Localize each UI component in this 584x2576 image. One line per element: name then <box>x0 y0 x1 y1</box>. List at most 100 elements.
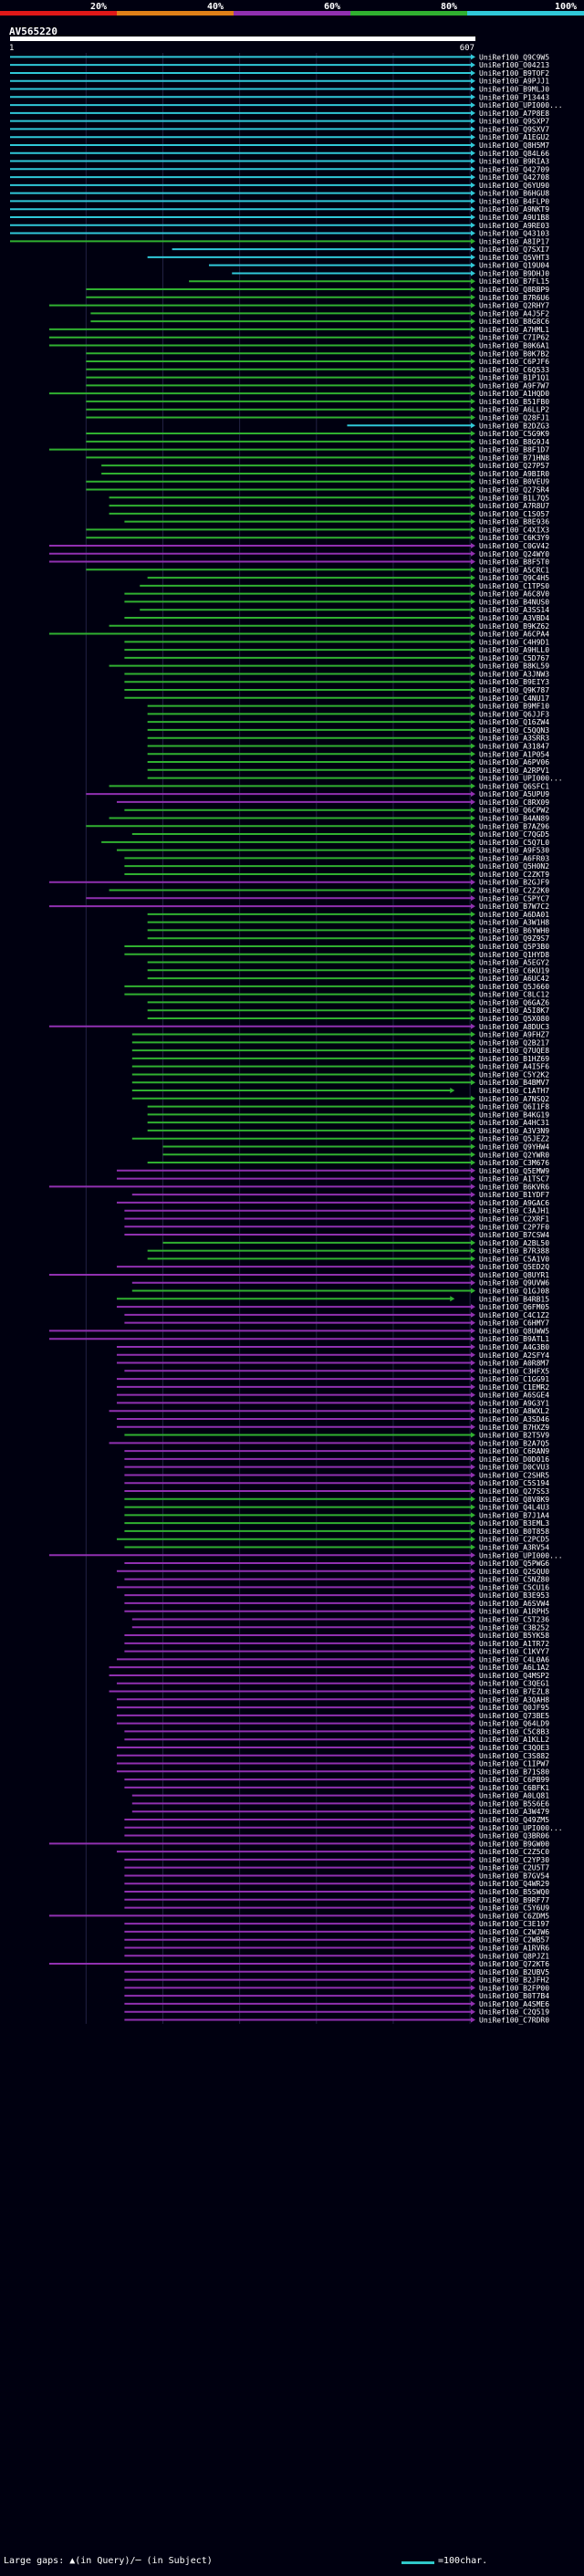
hit-label[interactable]: UniRef100_B7GV54 <box>479 1872 549 1880</box>
hit-label[interactable]: UniRef100_A9FHZ7 <box>479 1031 549 1039</box>
hit-row[interactable]: UniRef100_C8LC12 <box>124 991 549 999</box>
hit-row[interactable]: UniRef100_P13443 <box>10 93 549 101</box>
hit-row[interactable]: UniRef100_A4I5F6 <box>131 1063 549 1071</box>
hit-label[interactable]: UniRef100_A6DA01 <box>479 911 549 919</box>
hit-row[interactable]: UniRef100_B7GV54 <box>124 1872 549 1880</box>
hit-row[interactable]: UniRef100_C2Z5C0 <box>116 1848 549 1856</box>
hit-row[interactable]: UniRef100_Q9YHW4 <box>162 1142 549 1151</box>
hit-row[interactable]: UniRef100_A9F7W7 <box>86 381 549 390</box>
hit-row[interactable]: UniRef100_A9F530 <box>116 847 549 855</box>
hit-label[interactable]: UniRef100_Q73BE5 <box>479 1712 549 1720</box>
hit-row[interactable]: UniRef100_Q6YU90 <box>10 182 549 190</box>
hit-label[interactable]: UniRef100_B7W7C2 <box>479 902 549 911</box>
hit-label[interactable]: UniRef100_UPI000... <box>479 1551 563 1559</box>
hit-row[interactable]: UniRef100_Q19U04 <box>208 262 549 270</box>
hit-label[interactable]: UniRef100_B0K7B2 <box>479 349 549 358</box>
hit-label[interactable]: UniRef100_B9DHJ0 <box>479 269 549 277</box>
hit-label[interactable]: UniRef100_A8DUC3 <box>479 1023 549 1031</box>
hit-label[interactable]: UniRef100_C1GG91 <box>479 1375 549 1383</box>
hit-label[interactable]: UniRef100_B8KL59 <box>479 662 549 671</box>
hit-row[interactable]: UniRef100_B51FB0 <box>86 398 549 406</box>
hit-label[interactable]: UniRef100_Q8H5M7 <box>479 141 549 150</box>
hit-label[interactable]: UniRef100_B9RIA3 <box>479 158 549 166</box>
hit-row[interactable]: UniRef100_Q5P3B0 <box>124 943 549 951</box>
hit-label[interactable]: UniRef100_A6UC42 <box>479 975 549 983</box>
hit-row[interactable]: UniRef100_A6UC42 <box>147 975 550 983</box>
hit-row[interactable]: UniRef100_C5Y2K2 <box>131 1070 549 1079</box>
hit-label[interactable]: UniRef100_UPI000... <box>479 1824 563 1832</box>
hit-label[interactable]: UniRef100_A2BL50 <box>479 1239 549 1247</box>
hit-row[interactable]: UniRef100_A5UPU9 <box>86 790 549 798</box>
hit-label[interactable]: UniRef100_C3M676 <box>479 1159 549 1167</box>
hit-row[interactable]: UniRef100_Q24WY0 <box>48 550 549 558</box>
hit-row[interactable]: UniRef100_Q4WR29 <box>124 1880 549 1888</box>
hit-row[interactable]: UniRef100_A1HQD0 <box>48 390 549 398</box>
hit-row[interactable]: UniRef100_A9FHZ7 <box>131 1031 549 1039</box>
hit-row[interactable]: UniRef100_B9ATL1 <box>48 1335 549 1343</box>
hit-label[interactable]: UniRef100_C5QQN3 <box>479 726 549 735</box>
hit-label[interactable]: UniRef100_B4RB15 <box>479 1295 549 1303</box>
hit-row[interactable]: UniRef100_A9BIR0 <box>101 470 549 478</box>
hit-label[interactable]: UniRef100_P13443 <box>479 93 549 101</box>
hit-label[interactable]: UniRef100_A1KLL2 <box>479 1736 549 1744</box>
hit-label[interactable]: UniRef100_C5D767 <box>479 654 549 662</box>
hit-label[interactable]: UniRef100_Q2SQU0 <box>479 1568 549 1576</box>
hit-label[interactable]: UniRef100_B9MF10 <box>479 703 549 711</box>
hit-label[interactable]: UniRef100_C6ZDM5 <box>479 1912 549 1920</box>
hit-label[interactable]: UniRef100_A9RE03 <box>479 222 549 230</box>
hit-label[interactable]: UniRef100_B8F1D7 <box>479 446 549 454</box>
hit-label[interactable]: UniRef100_B8G8C6 <box>479 318 549 326</box>
hit-row[interactable]: UniRef100_Q5PWG6 <box>124 1559 549 1568</box>
hit-row[interactable]: UniRef100_C7RDR0 <box>124 2016 549 2024</box>
hit-label[interactable]: UniRef100_C6Q533 <box>479 366 549 374</box>
hit-row[interactable]: UniRef100_Q5VHT3 <box>147 254 550 262</box>
hit-label[interactable]: UniRef100_A6CPA4 <box>479 631 549 639</box>
hit-row[interactable]: UniRef100_C4NU17 <box>124 694 549 703</box>
hit-label[interactable]: UniRef100_Q5H0N2 <box>479 862 549 871</box>
hit-label[interactable]: UniRef100_Q1HYD8 <box>479 951 549 959</box>
hit-row[interactable]: UniRef100_A7NSQ2 <box>131 1095 549 1103</box>
hit-row[interactable]: UniRef100_B8E936 <box>124 518 549 527</box>
hit-row[interactable]: UniRef100_B71S80 <box>116 1768 549 1776</box>
hit-label[interactable]: UniRef100_C3AJH1 <box>479 1207 549 1215</box>
hit-row[interactable]: UniRef100_B3EML3 <box>124 1519 549 1528</box>
hit-row[interactable]: UniRef100_B5YK58 <box>124 1632 549 1640</box>
hit-label[interactable]: UniRef100_B71S80 <box>479 1768 549 1776</box>
hit-row[interactable]: UniRef100_C2XRF1 <box>124 1215 549 1223</box>
hit-label[interactable]: UniRef100_Q3BR06 <box>479 1832 549 1841</box>
hit-row[interactable]: UniRef100_Q1HYD8 <box>124 951 549 959</box>
hit-label[interactable]: UniRef100_Q2B217 <box>479 1038 549 1047</box>
hit-row[interactable]: UniRef100_B9RIA3 <box>10 158 549 166</box>
hit-label[interactable]: UniRef100_A3SRR3 <box>479 735 549 743</box>
hit-label[interactable]: UniRef100_B9RF77 <box>479 1896 549 1904</box>
hit-row[interactable]: UniRef100_A1KLL2 <box>124 1736 549 1744</box>
hit-row[interactable]: UniRef100_Q64LD9 <box>116 1720 549 1728</box>
hit-label[interactable]: UniRef100_A7P8E8 <box>479 110 549 118</box>
hit-row[interactable]: UniRef100_A6LLP2 <box>86 406 549 414</box>
hit-label[interactable]: UniRef100_A3SD46 <box>479 1415 549 1424</box>
hit-label[interactable]: UniRef100_C2P7F0 <box>479 1223 549 1231</box>
hit-label[interactable]: UniRef100_C6K3Y9 <box>479 534 549 542</box>
hit-row[interactable]: UniRef100_A4HC31 <box>147 1119 550 1127</box>
hit-row[interactable]: UniRef100_Q6SFC1 <box>109 782 550 790</box>
hit-row[interactable]: UniRef100_B9EIY3 <box>124 678 549 686</box>
hit-label[interactable]: UniRef100_Q9UVW6 <box>479 1279 549 1288</box>
hit-row[interactable]: UniRef100_B9DHJ0 <box>232 269 549 277</box>
hit-row[interactable]: UniRef100_C1ATH7 <box>131 1087 549 1095</box>
hit-label[interactable]: UniRef100_C2WJW6 <box>479 1928 549 1936</box>
hit-row[interactable]: UniRef100_C3HFX5 <box>124 1367 549 1375</box>
hit-row[interactable]: UniRef100_C5G9K9 <box>86 430 549 438</box>
hit-row[interactable]: UniRef100_A4J5F2 <box>90 309 549 318</box>
hit-row[interactable]: UniRef100_A3RV54 <box>124 1543 549 1551</box>
hit-row[interactable]: UniRef100_A1TSC7 <box>116 1175 549 1184</box>
hit-row[interactable]: UniRef100_Q9C4H5 <box>147 574 550 582</box>
hit-label[interactable]: UniRef100_C6HMY7 <box>479 1319 549 1328</box>
hit-row[interactable]: UniRef100_C1KVY7 <box>124 1648 549 1656</box>
hit-row[interactable]: UniRef100_B9GW00 <box>48 1840 549 1848</box>
hit-label[interactable]: UniRef100_C2ZKT9 <box>479 871 549 879</box>
hit-row[interactable]: UniRef100_B0T858 <box>124 1528 549 1536</box>
hit-row[interactable]: UniRef100_Q2B217 <box>131 1038 549 1047</box>
hit-label[interactable]: UniRef100_Q5J660 <box>479 983 549 991</box>
hit-label[interactable]: UniRef100_B4BMV7 <box>479 1079 549 1087</box>
hit-label[interactable]: UniRef100_Q9C4H5 <box>479 574 549 582</box>
